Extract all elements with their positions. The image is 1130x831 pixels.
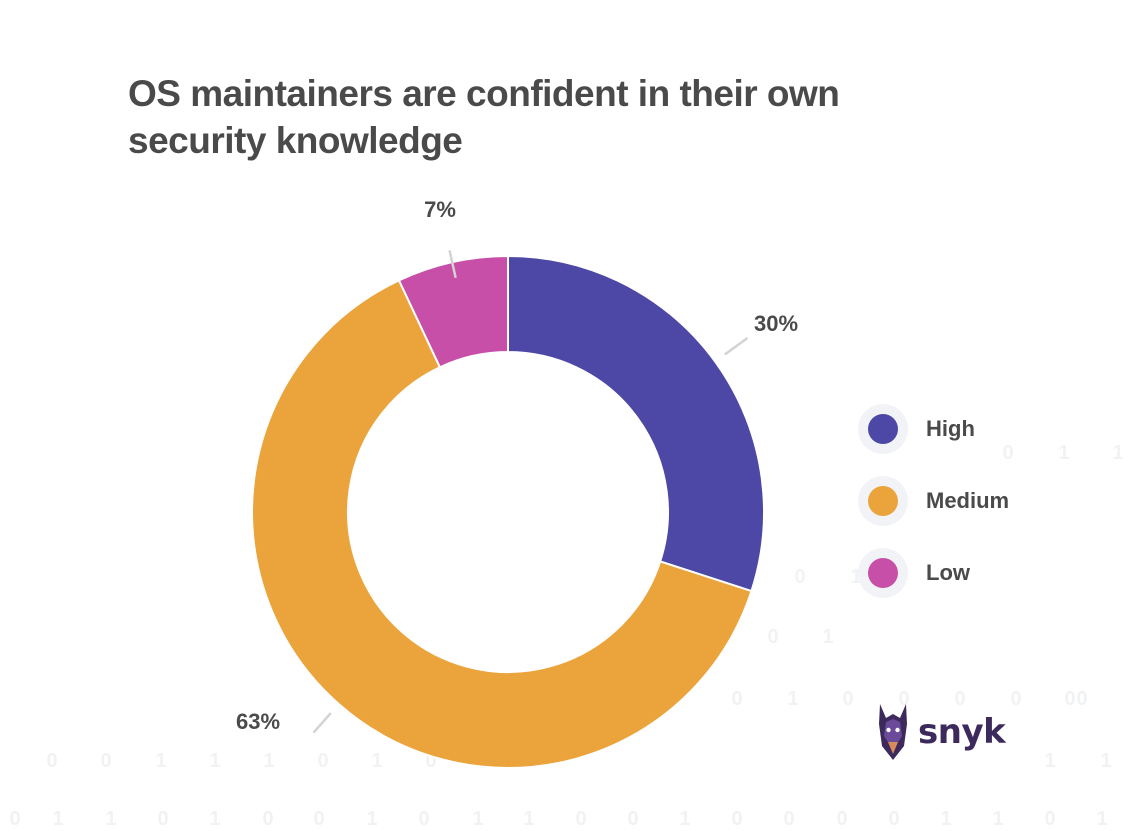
logo-text: snyk (918, 712, 1006, 752)
legend-swatch-medium (868, 486, 898, 516)
doberman-logo-icon (879, 704, 907, 760)
legend-label-low: Low (926, 560, 970, 585)
legend-label-high: High (926, 416, 975, 441)
donut-slice-medium (250, 279, 753, 769)
legend-swatch-high (868, 414, 898, 444)
legend-swatch-ring (858, 476, 908, 526)
data-label-medium: 63% (236, 709, 280, 734)
leader-line-low (448, 250, 457, 279)
data-label-high: 30% (754, 311, 798, 336)
legend-swatch-ring (858, 548, 908, 598)
chart-title: OS maintainers are confident in their ow… (128, 73, 840, 161)
donut-slice-high (507, 254, 765, 593)
leader-line-high (724, 337, 749, 356)
legend-label-medium: Medium (926, 488, 1010, 513)
chart-legend: High Medium Low (858, 393, 1009, 609)
legend-item-medium: Medium (858, 465, 1009, 537)
donut-slice-low (397, 254, 509, 369)
legend-item-low: Low (858, 537, 1009, 609)
legend-swatch-low (868, 558, 898, 588)
legend-swatch-ring (858, 404, 908, 454)
leader-line-medium (312, 712, 332, 734)
snyk-logo: snyk (876, 702, 1006, 762)
data-label-low: 7% (424, 197, 456, 222)
legend-item-high: High (858, 393, 1009, 465)
